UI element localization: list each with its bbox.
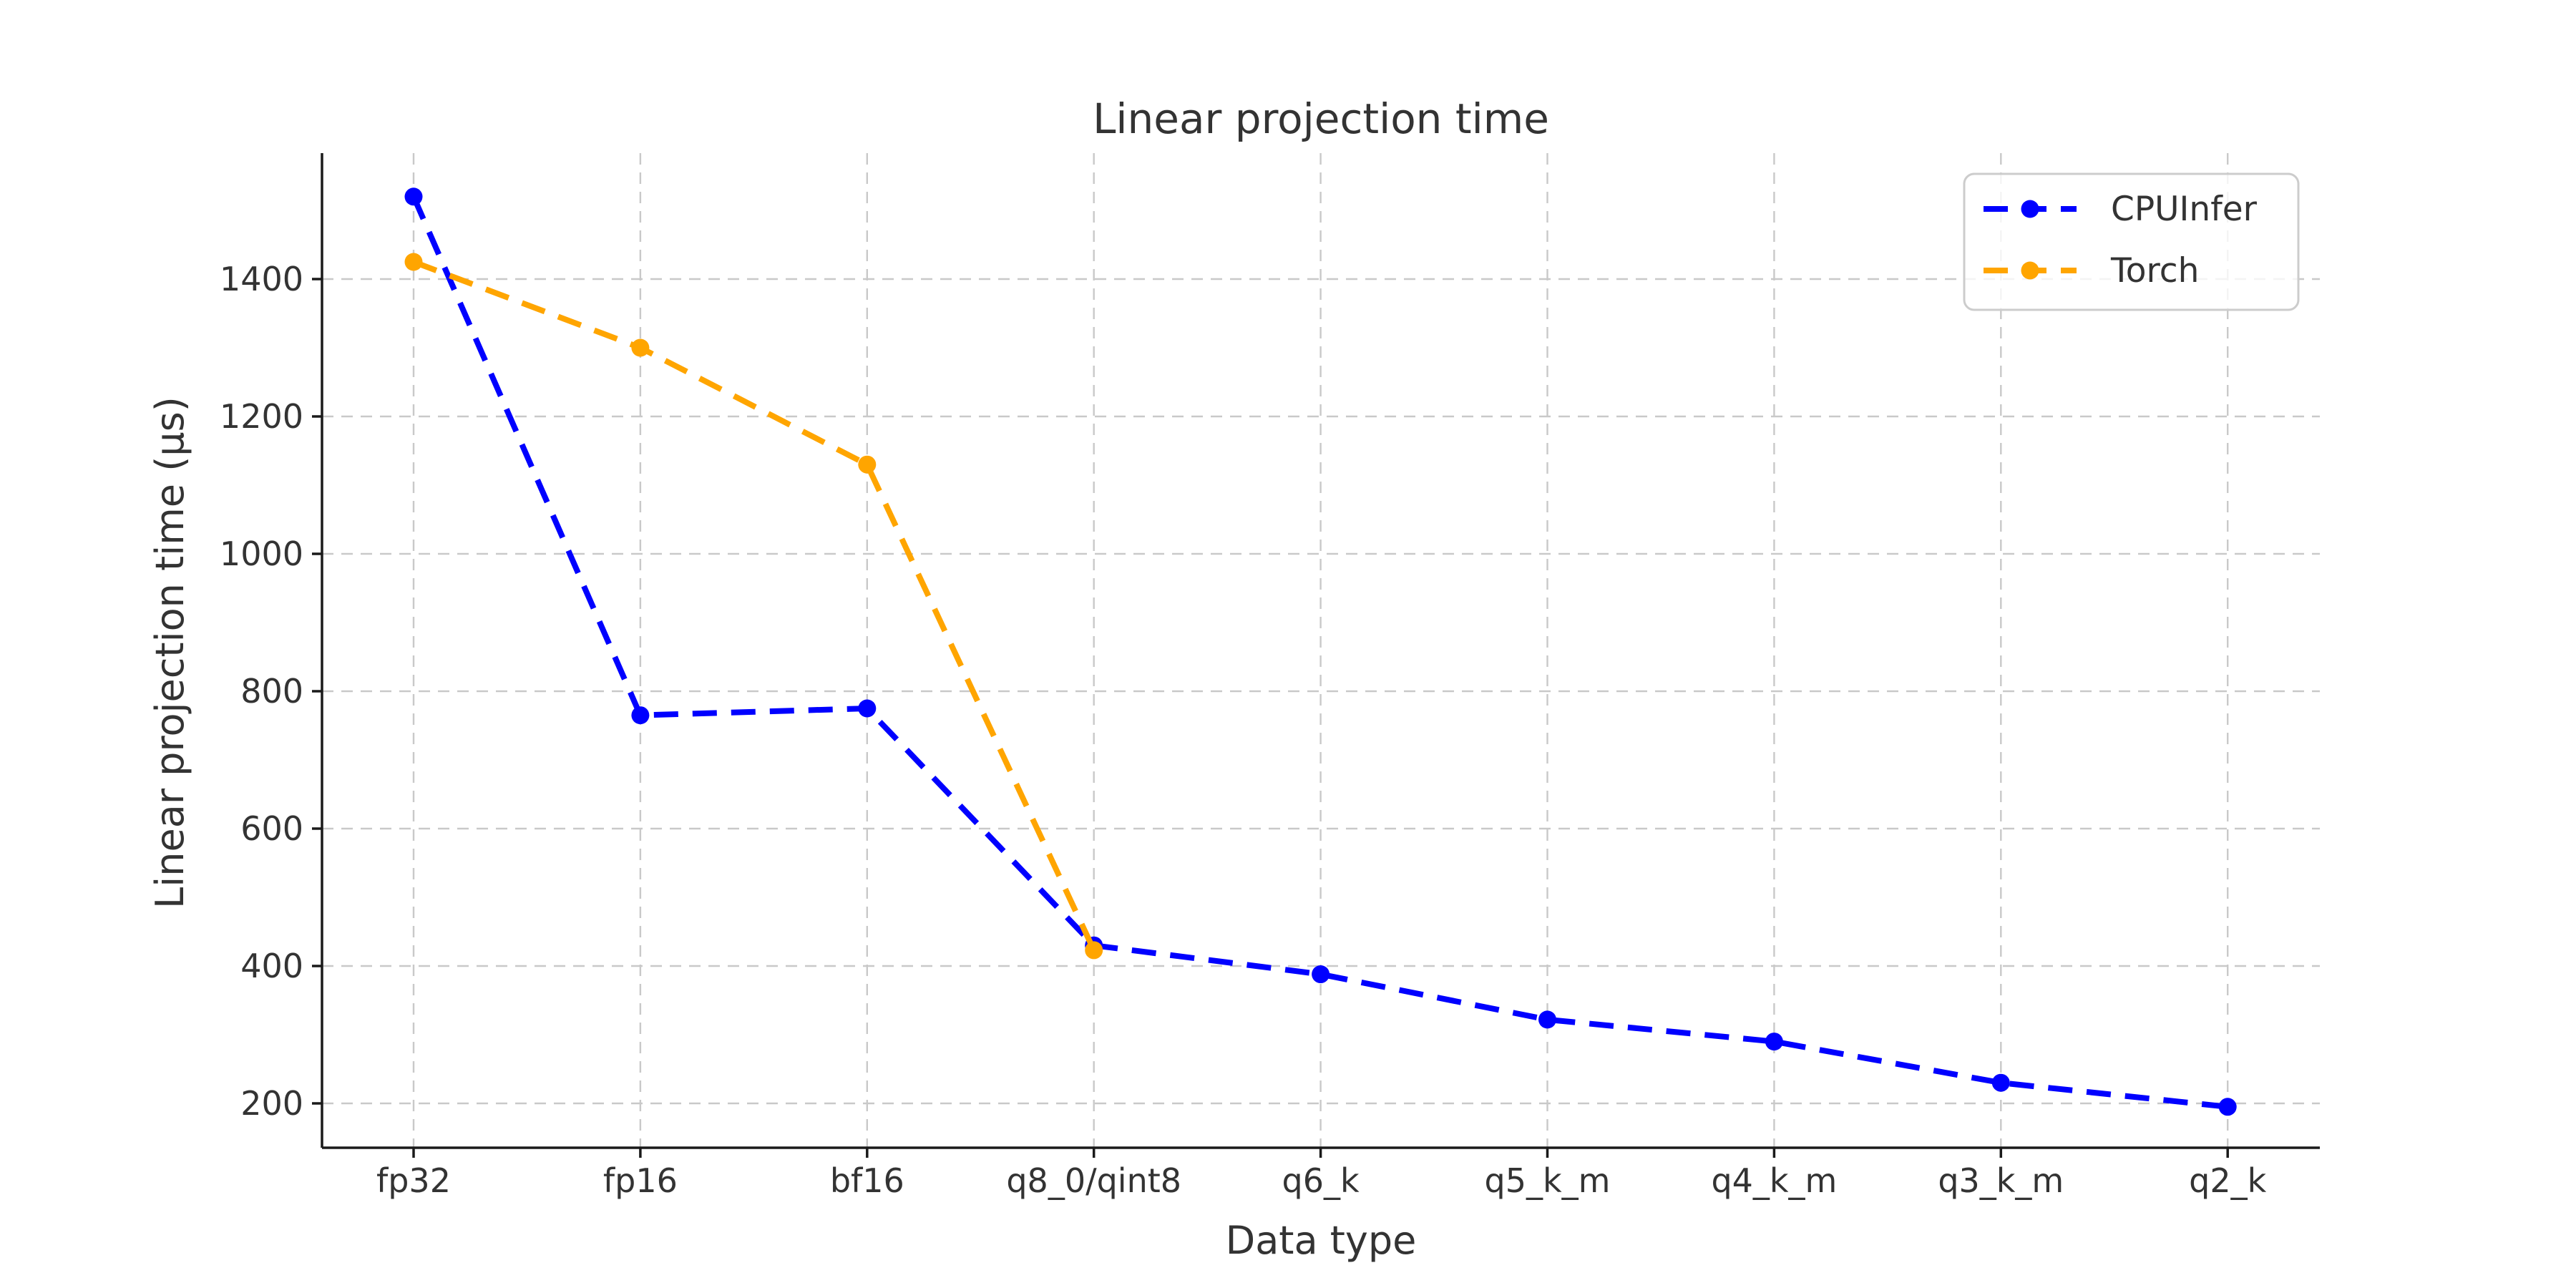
y-tick-label: 1000	[220, 535, 303, 573]
data-point-torch	[1085, 941, 1103, 960]
legend-entry-torch: Torch	[1984, 251, 2199, 291]
x-tick-label: q4_k_m	[1711, 1161, 1837, 1200]
tick-labels-group: 200 400 600 800 1000 1200 1400 fp32 fp16 bf16 q8_0…	[220, 260, 2267, 1200]
legend-box	[1963, 172, 2300, 311]
legend: CPUInfer Torch	[1963, 172, 2300, 311]
data-point-cpuinfer	[1991, 1073, 2010, 1092]
y-tick-label: 400	[240, 947, 303, 985]
y-tick-label: 200	[240, 1084, 303, 1123]
chart-title: Linear projection time	[1093, 94, 1549, 143]
data-point-cpuinfer	[858, 699, 877, 718]
x-tick-label: fp32	[376, 1161, 451, 1200]
y-tick-label: 1200	[220, 397, 303, 436]
data-point-torch	[858, 455, 877, 474]
x-tick-label: q8_0/qint8	[1006, 1161, 1181, 1200]
data-point-cpuinfer	[1765, 1033, 1783, 1051]
series-group	[404, 187, 2237, 1116]
series-line-torch	[412, 259, 1097, 952]
x-tick-label: q3_k_m	[1938, 1161, 2064, 1200]
legend-marker	[2021, 200, 2039, 218]
legend-marker	[2021, 261, 2039, 280]
data-point-cpuinfer	[1312, 965, 1330, 984]
x-tick-label: q2_k	[2189, 1161, 2266, 1200]
data-point-cpuinfer	[2218, 1098, 2237, 1116]
data-point-torch	[631, 338, 650, 357]
axes-group	[312, 153, 2320, 1158]
y-axis-label: Linear projection time (μs)	[147, 396, 192, 909]
data-point-cpuinfer	[1538, 1010, 1556, 1029]
legend-label: Torch	[2110, 251, 2199, 291]
series-line-cpuinfer	[411, 195, 2228, 1110]
data-point-cpuinfer	[631, 706, 650, 725]
data-point-torch	[404, 253, 423, 271]
x-tick-label: fp16	[603, 1161, 678, 1200]
y-tick-label: 800	[240, 672, 303, 711]
gridlines	[322, 153, 2320, 1148]
y-tick-label: 1400	[220, 260, 303, 298]
x-axis-label: Data type	[1226, 1218, 1417, 1263]
x-tick-label: bf16	[830, 1161, 904, 1200]
x-tick-label: q6_k	[1282, 1161, 1360, 1200]
legend-entry-cpuinfer: CPUInfer	[1984, 190, 2258, 229]
y-tick-label: 600	[240, 809, 303, 848]
x-tick-label: q5_k_m	[1485, 1161, 1611, 1200]
data-point-cpuinfer	[404, 187, 423, 206]
legend-label: CPUInfer	[2111, 190, 2258, 229]
